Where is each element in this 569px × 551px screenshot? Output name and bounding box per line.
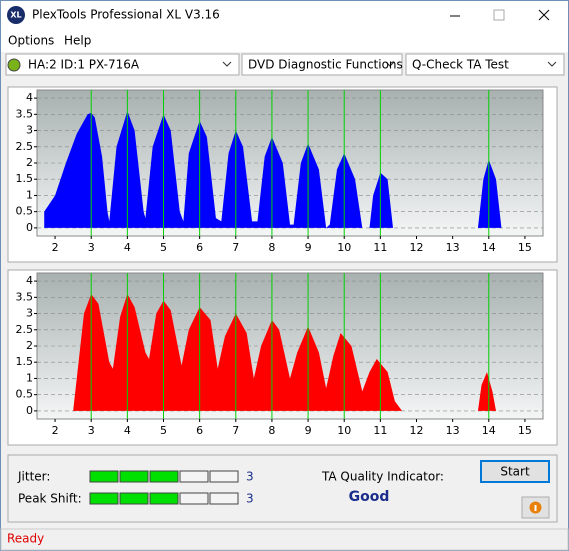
y-tick-label: 4 [26,91,33,104]
x-tick-label: 14 [482,241,496,254]
y-tick-label: 1 [26,371,33,384]
x-tick-label: 4 [124,241,131,254]
dropdown-arrow [222,61,232,67]
y-tick-label: 1.5 [16,172,34,185]
app-icon-text: XL [10,11,21,20]
x-tick-label: 11 [373,241,387,254]
x-tick-label: 13 [446,424,460,437]
y-tick-label: 1 [26,188,33,201]
y-tick-label: 1.5 [16,355,34,368]
histogram-area [44,111,502,228]
x-tick-label: 14 [482,424,496,437]
x-tick-label: 8 [268,241,275,254]
level-box [89,470,119,483]
x-tick-label: 5 [160,424,167,437]
y-tick-label: 2 [26,156,33,169]
x-tick-label: 3 [88,424,95,437]
level-box [119,492,149,505]
y-tick-label: 0.5 [16,205,34,218]
x-tick-label: 7 [232,424,239,437]
menu-options[interactable]: Options [8,34,54,48]
menu-bar [1,30,568,52]
level-box [119,470,149,483]
x-tick-label: 2 [52,424,59,437]
x-tick-label: 2 [52,241,59,254]
x-tick-label: 5 [160,241,167,254]
level-box [209,492,239,505]
level-box [179,492,209,505]
result-panel [7,454,558,523]
x-tick-label: 11 [373,424,387,437]
toolbar: HA:2 ID:1 PX-716A DVD Diagnostic Function… [5,53,565,76]
y-tick-label: 2 [26,339,33,352]
jitter-label: Jitter: [17,470,50,484]
y-tick-label: 4 [26,274,33,287]
y-tick-label: 0.5 [16,388,34,401]
y-tick-label: 2.5 [16,140,34,153]
x-tick-label: 12 [410,424,424,437]
x-tick-label: 7 [232,241,239,254]
dropdown[interactable] [241,53,403,76]
peak-shift-value: 3 [246,492,254,506]
y-tick-label: 3.5 [16,290,34,303]
x-tick-label: 6 [196,241,203,254]
histogram-area [73,294,497,411]
y-tick-label: 3 [26,307,33,320]
x-tick-label: 6 [196,424,203,437]
start-button[interactable] [480,460,550,483]
start-button-label[interactable]: Start [500,465,530,479]
y-tick-label: 2.5 [16,323,34,336]
peak-shift-label: Peak Shift: [18,492,82,506]
x-tick-label: 13 [446,241,460,254]
status-bar [0,528,569,551]
x-tick-label: 3 [88,241,95,254]
drive-icon [7,58,21,72]
info-icon-glyph [534,505,537,511]
x-tick-label: 12 [410,241,424,254]
x-tick-label: 15 [518,424,532,437]
x-tick-label: 8 [268,424,275,437]
dropdown-arrow [547,61,557,67]
jitter-value: 3 [246,470,254,484]
x-tick-label: 10 [337,424,351,437]
ta-value: Good [349,489,390,505]
level-box [149,492,179,505]
app-icon [7,6,25,24]
y-tick-label: 3 [26,124,33,137]
x-tick-label: 15 [518,241,532,254]
title-bar [1,1,568,30]
ta-label: TA Quality Indicator: [321,470,444,484]
dropdown-label[interactable]: Q-Check TA Test [412,58,509,72]
status-text: Ready [7,532,44,546]
maximize-button[interactable] [493,9,505,21]
level-box [209,470,239,483]
x-tick-label: 4 [124,424,131,437]
y-tick-label: 0 [26,221,33,234]
level-box [89,492,119,505]
close-button[interactable] [538,9,550,21]
level-box [149,470,179,483]
menu-help[interactable]: Help [64,34,91,48]
dropdown-arrow [385,61,395,67]
x-tick-label: 9 [305,241,312,254]
x-tick-label: 10 [337,241,351,254]
dropdown-label[interactable]: HA:2 ID:1 PX-716A [28,58,140,72]
dropdown[interactable] [405,53,565,76]
level-box [179,470,209,483]
y-tick-label: 0 [26,404,33,417]
dropdown-label[interactable]: DVD Diagnostic Functions [248,58,403,72]
window-title: PlexTools Professional XL V3.16 [32,8,220,22]
dropdown[interactable] [5,53,240,76]
y-tick-label: 3.5 [16,107,34,120]
x-tick-label: 9 [305,424,312,437]
